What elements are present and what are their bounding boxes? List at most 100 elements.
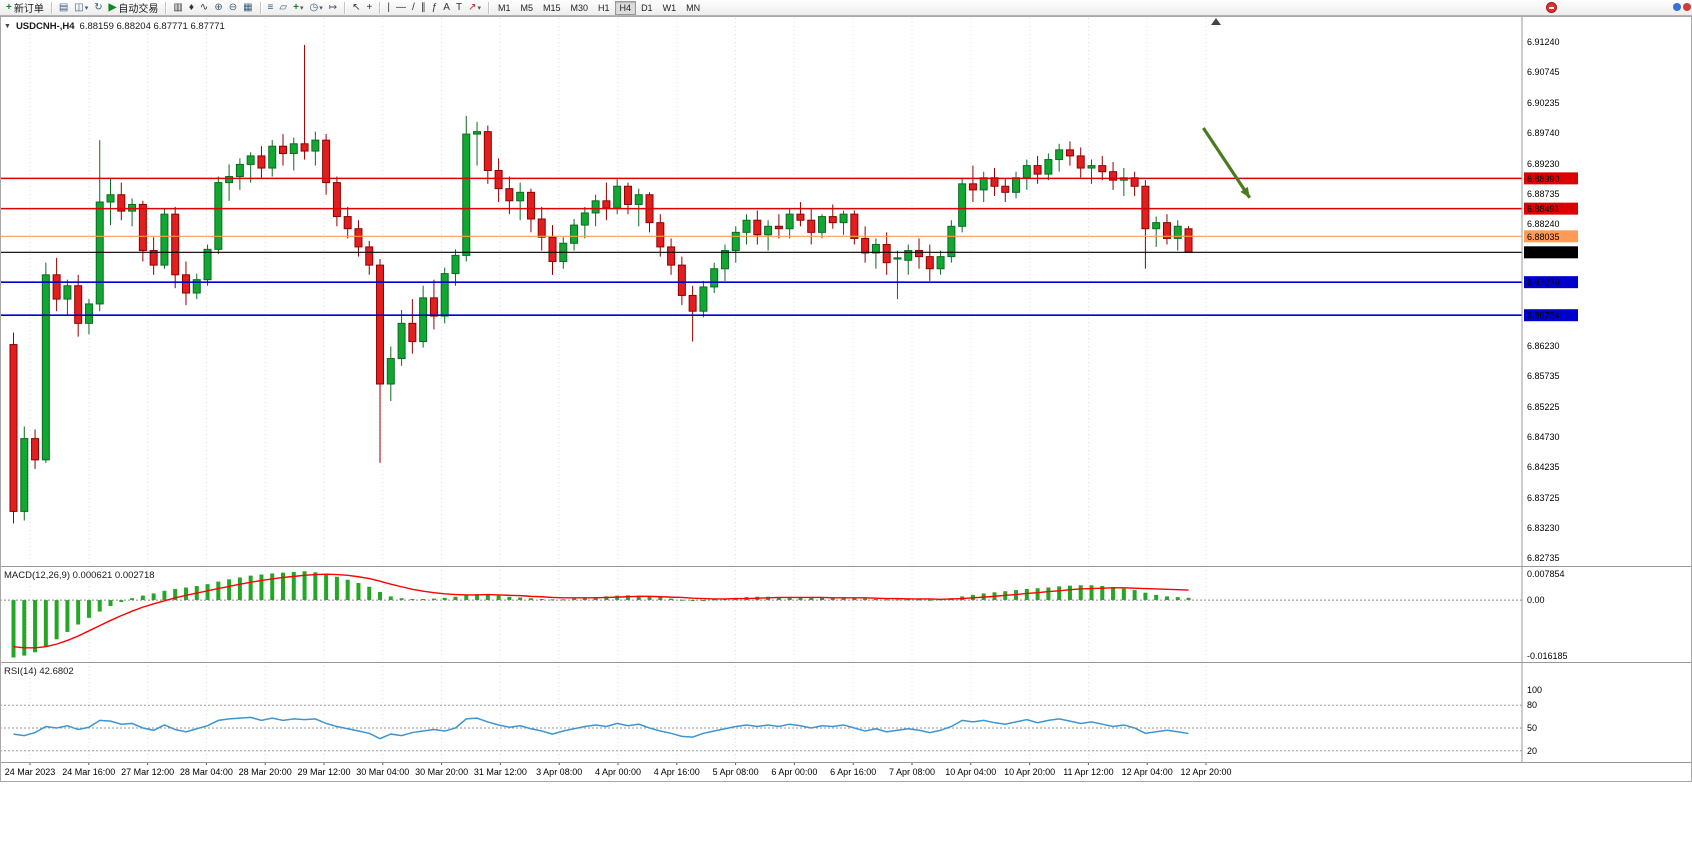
macd-bar — [841, 597, 846, 601]
timeframe-m30-button[interactable]: M30 — [570, 2, 589, 13]
macd-bar — [1078, 585, 1083, 601]
text-button[interactable]: A — [440, 1, 453, 15]
dropdown-icon: ▾ — [477, 4, 481, 12]
zoom-in-button[interactable]: ⊕ — [211, 1, 225, 15]
community-icon[interactable] — [1546, 2, 1557, 13]
candle-up — [106, 194, 115, 203]
candlestick-button[interactable]: ♦ — [186, 1, 197, 15]
candle-down — [1109, 171, 1118, 181]
autotrading-label: 自动交易 — [118, 4, 159, 15]
cursor-button[interactable]: ↖ — [349, 1, 363, 15]
toolbar-separator — [379, 1, 381, 14]
trend-arrow[interactable] — [1202, 127, 1252, 199]
macd-bar — [647, 596, 652, 601]
zoom-out-button[interactable]: ⊖ — [226, 1, 240, 15]
timeframe-m15-button[interactable]: M15 — [543, 2, 561, 13]
fibonacci-button[interactable]: ƒ — [429, 1, 441, 15]
macd-bar — [324, 574, 329, 601]
crosshair-button[interactable]: + — [363, 1, 375, 15]
macd-bar — [927, 599, 932, 601]
refresh-button[interactable]: ↻ — [91, 1, 105, 15]
macd-bar — [636, 595, 641, 601]
macd-bar — [1057, 586, 1062, 601]
vertical-line-button[interactable]: | — [384, 1, 393, 15]
macd-bar — [302, 571, 307, 601]
candle-up — [386, 358, 395, 385]
timeframe-d1-button[interactable]: D1 — [641, 2, 653, 13]
timeframe-h1-button[interactable]: H1 — [598, 2, 610, 13]
objects-icon: ▱ — [279, 2, 288, 13]
rsi-axis-label: 50 — [1527, 723, 1537, 733]
macd-bar — [1143, 592, 1148, 601]
macd-bar — [895, 599, 900, 601]
candle-up — [818, 216, 826, 233]
macd-axis-label: 0.00 — [1527, 595, 1545, 605]
macd-bar — [1111, 587, 1116, 601]
chart-shift-icon: ↦ — [328, 2, 338, 13]
horizontal-line-button[interactable]: — — [393, 1, 409, 15]
macd-bar — [1067, 585, 1072, 601]
candle-up — [1012, 177, 1021, 193]
text-label-icon: T — [455, 2, 463, 13]
timeframe-mn-button[interactable]: MN — [686, 2, 701, 13]
rsi-label: RSI(14) 42.6802 — [4, 666, 74, 677]
candle-down — [656, 222, 665, 248]
rsi-line — [13, 716, 1189, 740]
add-indicator-button[interactable]: + ▾ — [290, 1, 306, 15]
price-label: 6.84235 — [1527, 462, 1560, 472]
time-label: 6 Apr 00:00 — [771, 767, 817, 777]
candle-up — [979, 177, 988, 191]
macd-bar — [1100, 586, 1105, 601]
text-label-button[interactable]: T — [453, 1, 465, 15]
objects-button[interactable]: ▱ — [276, 1, 290, 15]
macd-bar — [119, 600, 124, 602]
macd-axis-label: -0.016185 — [1527, 651, 1568, 661]
timeframe-m1-button[interactable]: M1 — [497, 2, 511, 13]
candle-down — [796, 213, 805, 221]
periods-button[interactable]: ◷ ▾ — [306, 1, 325, 15]
candle-up — [160, 213, 169, 266]
profiles-button[interactable]: ◫ ▾ — [71, 1, 91, 15]
arrows-button[interactable]: ↗ ▾ — [465, 1, 484, 15]
candle-up — [41, 274, 50, 461]
candle-down — [181, 274, 190, 294]
macd-bar — [140, 595, 145, 601]
candle-down — [117, 194, 126, 212]
timeframe-w1-button[interactable]: W1 — [662, 2, 677, 13]
chart-canvas[interactable]: 6.88990 6.88491 6.88035 6.87771 6.87279 6.867… — [0, 16, 1692, 782]
candle-up — [1044, 159, 1053, 175]
chart-window[interactable]: 6.88990 6.88491 6.88035 6.87771 6.87279 6.867… — [0, 16, 1692, 782]
macd-bar — [97, 600, 102, 612]
tile-windows-button[interactable]: ▦ — [240, 1, 255, 15]
bar-chart-button[interactable]: ▥ — [170, 1, 185, 15]
rsi-axis-label: 80 — [1527, 700, 1537, 710]
macd-bar — [809, 597, 814, 601]
horizontal-line-icon: — — [395, 2, 406, 13]
toolbar-separator — [165, 1, 167, 14]
candle-up — [591, 200, 600, 214]
line-chart-button[interactable]: ∿ — [197, 1, 211, 15]
autotrading-button[interactable]: ▶ 自动交易 — [106, 1, 162, 15]
charts-button[interactable]: ▤ — [56, 1, 71, 15]
timeframe-h4-button[interactable]: H4 — [614, 0, 637, 15]
timeframe-m5-button[interactable]: M5 — [520, 2, 533, 13]
chart-shift-marker[interactable] — [1211, 18, 1221, 25]
macd-bar — [1175, 597, 1180, 601]
collapse-icon[interactable]: ▼ — [4, 23, 11, 30]
candle-up — [128, 203, 137, 212]
corner-status-red-icon[interactable] — [1683, 3, 1691, 11]
macd-bar — [356, 583, 361, 601]
candle-up — [731, 231, 740, 252]
time-label: 4 Apr 00:00 — [595, 767, 641, 777]
equidistant-channel-button[interactable]: ∥ — [418, 1, 429, 15]
macd-bar — [1186, 597, 1191, 601]
fibonacci-icon: ƒ — [431, 2, 438, 13]
macd-bar — [615, 595, 620, 601]
macd-bar — [431, 598, 436, 601]
chart-shift-button[interactable]: ↦ — [326, 1, 340, 15]
indicators-button[interactable]: ≡ — [265, 1, 277, 15]
corner-status-blue-icon[interactable] — [1673, 3, 1681, 11]
trendline-button[interactable]: / — [409, 1, 418, 15]
time-label: 12 Apr 20:00 — [1180, 767, 1231, 777]
new-order-button[interactable]: + 新订单 — [3, 1, 47, 15]
